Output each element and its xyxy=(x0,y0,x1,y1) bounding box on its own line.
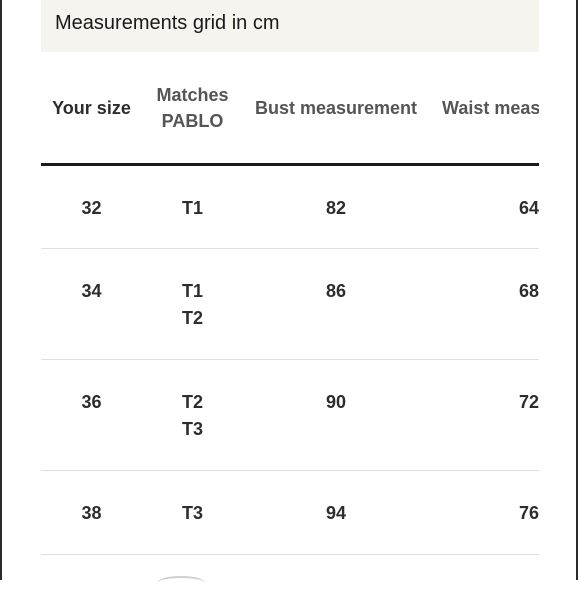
cell-matches: T1 T2 xyxy=(142,249,243,360)
cell-bust: 82 xyxy=(325,198,347,218)
cell-size: 34 xyxy=(81,281,102,301)
cell-matches: T2 T3 xyxy=(142,360,243,471)
measurements-banner: Measurements grid in cm xyxy=(41,0,539,52)
cell-match-1: T2 xyxy=(181,392,203,412)
cell-match-1: T3 xyxy=(181,503,203,523)
header-your-size: Your size xyxy=(41,52,142,166)
cell-match-2: T2 xyxy=(181,308,203,328)
cell-size: 38 xyxy=(81,503,102,523)
cell-matches: T1 xyxy=(142,165,243,249)
cell-size: 32 xyxy=(81,198,102,218)
header-matches-line1: Matches xyxy=(156,84,229,105)
cell-match-1: T1 xyxy=(181,281,203,301)
cell-matches: T3 xyxy=(142,471,243,555)
cell-waist: 76 xyxy=(519,503,539,523)
table-row: 36 T2 T3 90 72 xyxy=(41,360,539,471)
partial-next-element xyxy=(157,576,205,590)
header-waist: Waist measurement xyxy=(429,52,539,166)
cell-bust: 94 xyxy=(325,503,347,523)
cell-match-1: T1 xyxy=(181,198,203,218)
cell-waist: 64 xyxy=(519,198,539,218)
table-row: 38 T3 94 76 xyxy=(41,471,539,555)
cell-waist: 68 xyxy=(519,281,539,301)
measurements-table: Your size Matches PABLO Bust measurement… xyxy=(41,52,539,555)
table-row: 32 T1 82 64 xyxy=(41,165,539,249)
banner-title: Measurements grid in cm xyxy=(55,11,280,34)
table-header-row: Your size Matches PABLO Bust measurement… xyxy=(41,52,539,166)
measurements-table-scroll[interactable]: Your size Matches PABLO Bust measurement… xyxy=(41,52,539,580)
cell-bust: 90 xyxy=(325,392,347,412)
header-matches-line2: PABLO xyxy=(161,110,224,131)
header-bust: Bust measurement xyxy=(243,52,429,166)
cell-match-2: T3 xyxy=(181,419,203,439)
cell-waist: 72 xyxy=(519,392,539,412)
cell-bust: 86 xyxy=(325,281,347,301)
table-row: 34 T1 T2 86 68 xyxy=(41,249,539,360)
cell-size: 36 xyxy=(81,392,102,412)
page-frame xyxy=(0,0,578,580)
header-matches: Matches PABLO xyxy=(142,52,243,166)
